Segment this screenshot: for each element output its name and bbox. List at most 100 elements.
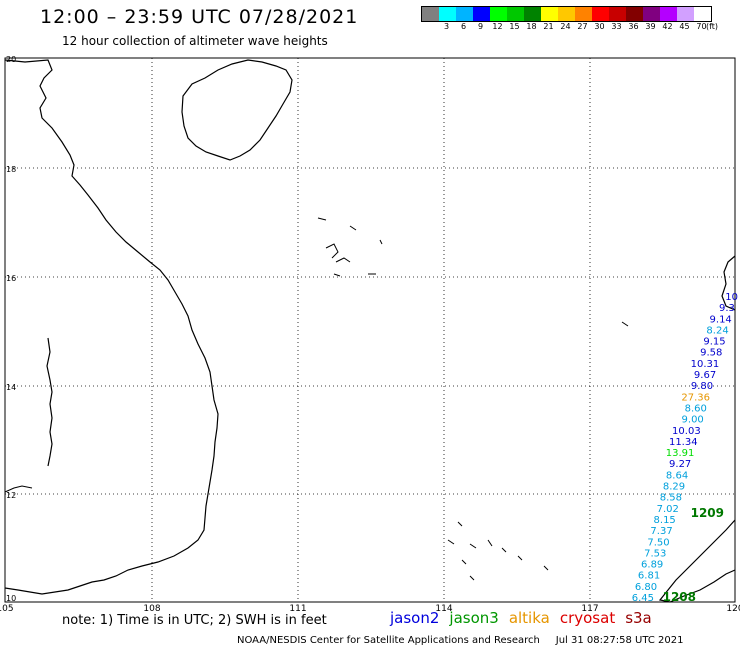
x-axis-label: 117 [581,604,598,614]
legend-swatch-16 [694,7,711,21]
legend-swatch-15 [677,7,694,21]
x-axis-label: 114 [435,604,452,614]
legend-label-0: 3 [443,22,450,31]
y-axis-labels: 20 18 16 14 12 10 [6,55,16,603]
satellite-name-s3a: s3a [625,609,652,627]
satellite-name-jason2: jason2 [390,609,440,627]
legend-swatch-10 [592,7,609,21]
legend-swatch-13 [643,7,660,21]
satellite-name-cryosat: cryosat [559,609,616,627]
wave-height-value: 9.00 [682,415,704,426]
footer-credit: NOAA/NESDIS Center for Satellite Applica… [237,635,683,646]
x-axis-label: 108 [143,604,160,614]
wave-height-value: 7.37 [650,526,672,537]
color-scale-legend [421,6,712,22]
wave-height-value: 9.27 [669,459,691,470]
legend-swatch-7 [541,7,558,21]
legend-label-12: 39 [645,22,656,31]
y-axis-label: 10 [6,594,16,603]
y-axis-label: 16 [6,274,16,283]
legend-swatch-1 [439,7,456,21]
x-axis-label: 120 [726,604,740,614]
y-axis-label: 18 [6,165,16,174]
track-time-label: 1209 [691,506,724,520]
map-frame [4,57,736,603]
legend-label-1: 6 [460,22,467,31]
wave-height-value: 11.34 [669,437,698,448]
coastline-cambodia [4,485,33,493]
legend-label-3: 12 [492,22,503,31]
wave-height-value: 6.80 [635,582,657,593]
coastline-philippines-luzon [721,255,736,311]
coastline-vietnam [4,59,219,595]
legend-label-4: 15 [509,22,520,31]
x-axis-labels: 105 108 111 114 117 120 [0,604,740,614]
spratly-islands [447,321,629,581]
legend-label-8: 27 [577,22,588,31]
satellite-name-jason3: jason3 [449,609,499,627]
credit-timestamp: Jul 31 08:27:58 UTC 2021 [555,635,684,646]
wave-height-value: 6.81 [638,571,660,582]
wave-height-value: 7.53 [644,548,666,559]
paracel-islands [317,217,383,277]
legend-swatch-6 [524,7,541,21]
coastline-philippines-palawan [658,519,736,603]
wave-height-value: 9.80 [691,381,713,392]
legend-swatch-12 [626,7,643,21]
legend-swatch-11 [609,7,626,21]
color-scale-unit: (ft) [706,22,719,31]
x-axis-label: 111 [289,604,306,614]
legend-swatch-0 [422,7,439,21]
wave-height-value: 9.67 [694,370,716,381]
wave-height-value: 6.45 [632,593,654,604]
wave-height-value: 9.3 [719,303,735,314]
wave-height-value: 10 [725,292,738,303]
wave-height-value: 8.60 [685,404,707,415]
wave-height-value: 9.15 [703,337,725,348]
graticule [5,58,735,602]
wave-height-value: 7.02 [657,504,679,515]
legend-swatch-5 [507,7,524,21]
x-axis-label: 105 [0,604,14,614]
wave-height-value: 8.15 [654,515,676,526]
legend-label-7: 24 [560,22,571,31]
legend-label-13: 42 [662,22,673,31]
wave-height-value: 8.64 [666,470,688,481]
wave-height-value: 10.31 [691,359,720,370]
legend-swatch-3 [473,7,490,21]
color-scale-labels: 3 6 9 12 15 18 21 24 27 30 33 36 39 42 45 70 [421,22,710,31]
legend-label-9: 30 [594,22,605,31]
footer-note: note: 1) Time is in UTC; 2) SWH is in fe… [62,613,327,628]
wave-height-value: 8.29 [663,482,685,493]
legend-swatch-8 [558,7,575,21]
y-axis-label: 12 [6,491,16,500]
wave-height-value: 27.36 [681,392,710,403]
legend-swatch-2 [456,7,473,21]
legend-label-2: 9 [477,22,484,31]
wave-height-value: 8.58 [660,493,682,504]
chart-title: 12:00 – 23:59 UTC 07/28/2021 [40,6,359,28]
legend-swatch-9 [575,7,592,21]
coastline-gulf-thailand [46,337,53,467]
legend-label-11: 36 [628,22,639,31]
wave-height-value: 10.03 [672,426,701,437]
altimeter-track: 109.39.148.249.159.5810.319.679.8027.368… [632,292,738,604]
legend-label-15: 70 [696,22,707,31]
credit-text: NOAA/NESDIS Center for Satellite Applica… [237,635,540,646]
legend-label-5: 18 [526,22,537,31]
wave-height-value: 8.24 [706,325,728,336]
y-axis-label: 14 [6,383,16,392]
y-axis-label: 20 [6,55,16,64]
legend-swatch-4 [490,7,507,21]
wave-height-value: 7.50 [647,537,669,548]
track-time-label: 1208 [663,590,696,604]
wave-height-value: 6.89 [641,560,663,571]
wave-height-value: 9.58 [700,348,722,359]
wave-height-value: 13.91 [666,448,695,459]
hainan-island [181,59,293,161]
wave-height-value: 9.14 [710,314,732,325]
legend-label-10: 33 [611,22,622,31]
legend-label-14: 45 [679,22,690,31]
chart-subtitle: 12 hour collection of altimeter wave hei… [62,34,328,48]
